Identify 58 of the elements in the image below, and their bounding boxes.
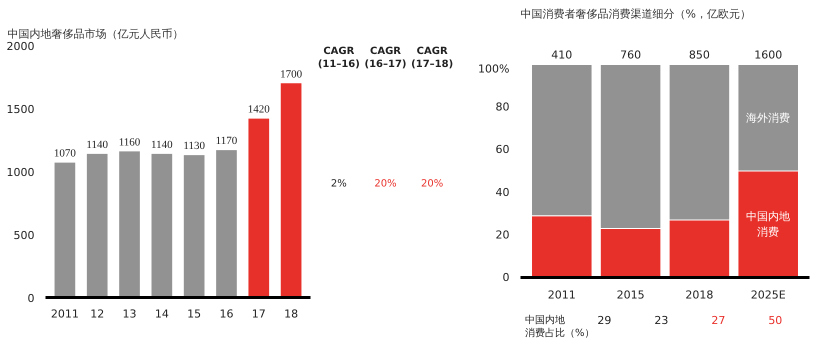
bar [86, 154, 108, 298]
y-tick-label: 1500 [6, 103, 35, 116]
text: CAGR (16–17) [364, 46, 406, 70]
x-tick-label: 2011 [50, 308, 79, 320]
chart-title: 中国消费者奢侈品消费渠道细分（%，亿欧元） [520, 8, 751, 20]
data-label: 1070 [54, 148, 76, 160]
series-label: 中国内地消费 [746, 210, 790, 239]
y-tick-label: 20 [496, 228, 510, 242]
x-tick-label: 15 [187, 308, 202, 320]
bar [184, 155, 204, 298]
annotation: 850 [688, 48, 710, 62]
text: 27 [711, 314, 726, 327]
bar [248, 118, 270, 298]
text: CAGR (17–18) [411, 46, 454, 70]
y-tick-label: 100% [478, 62, 510, 76]
x-tick-label: 2015 [616, 288, 645, 302]
x-tick-label: 2011 [548, 288, 576, 302]
y-tick-label: 40 [496, 186, 510, 199]
series-label: 海外消费 [746, 111, 790, 124]
data-label: 1130 [183, 140, 206, 152]
x-tick-label: 17 [252, 308, 266, 320]
x-tick-label: 18 [284, 308, 298, 320]
text: 20% [421, 178, 444, 190]
y-tick-label: 0 [502, 271, 510, 284]
bar [54, 162, 76, 298]
y-tick-label: 2000 [6, 40, 35, 53]
annotation: 410 [551, 48, 572, 62]
text: 23 [654, 314, 668, 327]
annotation: 760 [620, 48, 642, 62]
bar [216, 150, 237, 298]
text: 29 [597, 314, 612, 327]
text: 20% [374, 178, 397, 190]
x-tick-label: 13 [122, 308, 137, 320]
x-tick-label: 14 [154, 308, 169, 320]
data-label: 1160 [118, 136, 141, 148]
data-label: 1170 [216, 135, 238, 148]
text: 中国内地消费占比（%） [525, 314, 595, 340]
bar [280, 83, 302, 298]
data-label: 1420 [248, 104, 270, 116]
data-label: 1140 [151, 138, 174, 151]
text: 2% [330, 178, 347, 190]
data-label: 1700 [280, 68, 303, 80]
y-tick-label: 500 [14, 229, 35, 242]
y-tick-label: 1000 [6, 166, 35, 179]
y-tick-label: 60 [496, 143, 510, 156]
y-tick-label: 0 [28, 292, 34, 305]
x-tick-label: 12 [90, 308, 104, 320]
data-label: 1140 [86, 138, 109, 151]
x-tick-label: 2018 [685, 288, 714, 302]
x-tick-label: 2025E [750, 288, 786, 302]
bar [152, 154, 172, 298]
text: CAGR (11–16) [318, 46, 360, 70]
y-tick-label: 80 [496, 100, 510, 114]
chart-title: 中国内地奢侈品市场（亿元人民币） [8, 28, 184, 40]
bar [119, 151, 140, 298]
text: 50 [768, 314, 782, 327]
annotation: 1600 [754, 48, 782, 62]
x-tick-label: 16 [219, 308, 234, 320]
